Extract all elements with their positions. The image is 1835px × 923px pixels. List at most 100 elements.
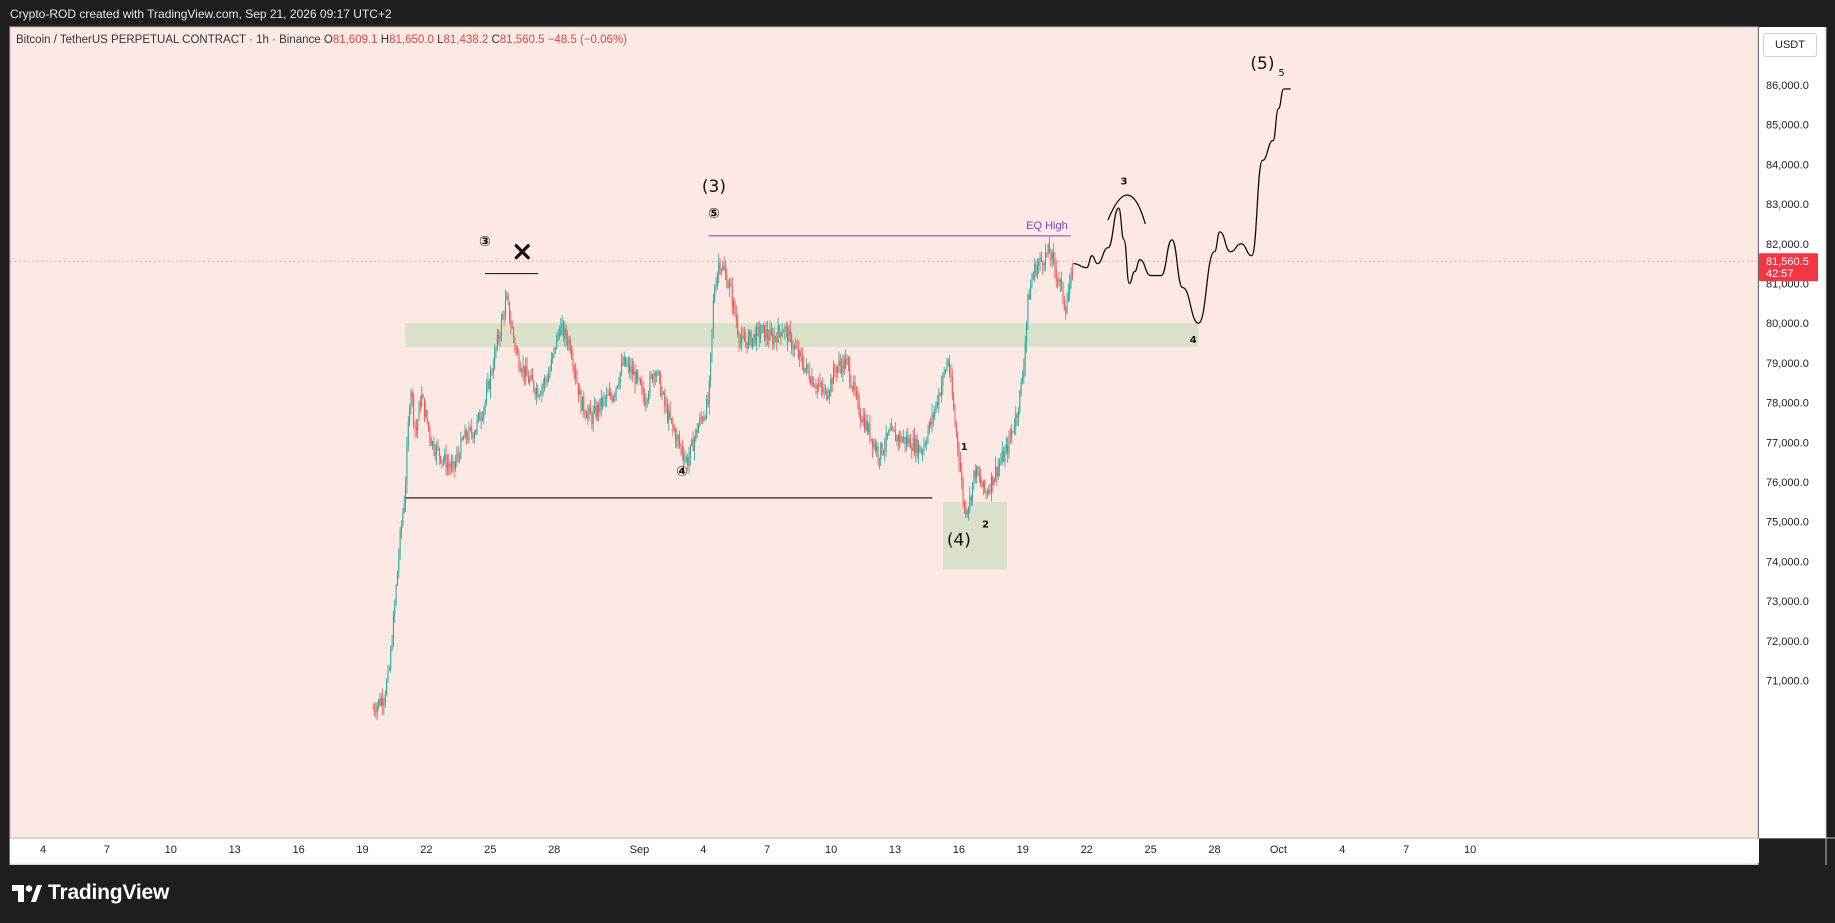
open-label: O (323, 34, 333, 46)
candle-body (942, 374, 944, 386)
candle-body (444, 454, 446, 461)
time-tick-label: 4 (1339, 844, 1345, 856)
price-tick-label: 72,000.0 (1766, 636, 1809, 648)
candle-body (437, 445, 439, 448)
currency-button[interactable]: USDT (1763, 33, 1817, 57)
candle-body (711, 329, 713, 354)
current-price-value: 81,560.5 (1766, 256, 1809, 268)
candle-body (962, 480, 964, 502)
tradingview-brand: TradingView (48, 881, 170, 904)
candle-body (1031, 279, 1033, 286)
projection-path (1073, 88, 1285, 324)
candle-body (992, 475, 994, 485)
candle-body (847, 357, 849, 365)
candle-body (583, 396, 585, 412)
candle-body (841, 365, 843, 374)
candle-body (997, 466, 999, 477)
tradingview-logo[interactable]: TradingView (12, 881, 169, 905)
candle-body (810, 379, 812, 384)
candle-body (722, 266, 724, 270)
time-tick-label: 13 (889, 844, 901, 856)
candle-body (375, 711, 377, 713)
candle-body (943, 371, 945, 375)
candle-body (581, 396, 583, 411)
candle-body (422, 395, 424, 399)
candle-body (835, 371, 837, 373)
candle-body (1059, 279, 1061, 283)
candle-body (460, 438, 462, 459)
candle-body (423, 398, 425, 417)
candle-body (955, 423, 957, 433)
candle-body (421, 395, 423, 406)
candle-body (845, 358, 847, 369)
candle-body (703, 417, 705, 421)
candle-body (1038, 262, 1040, 267)
candle-body (978, 474, 980, 477)
candle-body (758, 327, 760, 338)
price-axis-panel (1759, 27, 1826, 838)
candle-body (556, 335, 558, 350)
candle-body (468, 427, 470, 440)
candle-body (403, 503, 405, 513)
candle-body (928, 422, 930, 432)
candle-body (492, 367, 494, 373)
candle-body (679, 438, 681, 445)
candle-body (572, 357, 574, 367)
candle-body (689, 444, 691, 457)
candle-body (891, 427, 893, 431)
candle-body (1007, 445, 1009, 454)
candle-body (818, 384, 820, 386)
candle-body (834, 367, 836, 372)
candle-body (936, 402, 938, 405)
candle-body (857, 394, 859, 400)
candle-body (490, 371, 492, 389)
time-tick-label: 25 (1144, 844, 1156, 856)
candle-body (565, 328, 567, 339)
high-value: 81,650.0 (389, 34, 434, 46)
candle-body (970, 496, 972, 500)
candle-body (683, 454, 685, 461)
candle-body (1030, 285, 1032, 300)
candle-body (896, 435, 898, 442)
candle-body (901, 439, 903, 442)
candle-body (926, 441, 928, 444)
price-tick-label: 81,000.0 (1766, 279, 1809, 291)
candle-body (426, 410, 428, 422)
candle-body (548, 375, 550, 382)
candle-body (396, 571, 398, 586)
candle-body (787, 327, 789, 343)
candle-body (1051, 252, 1053, 260)
wave-label: 4 (1190, 335, 1197, 346)
time-tick-label: 10 (165, 844, 177, 856)
candle-body (475, 429, 477, 435)
candle-body (1001, 451, 1003, 462)
close-label: C (491, 34, 500, 46)
current-price-tag (1759, 253, 1818, 282)
wave-sublabel: 5 (1278, 68, 1284, 79)
candle-body (1034, 264, 1036, 274)
candle-body (406, 445, 408, 485)
candle-body (797, 348, 799, 358)
candle-body (742, 335, 744, 338)
candle-body (923, 444, 925, 452)
candle-body (411, 392, 413, 397)
candle-body (939, 393, 941, 396)
candle-body (1035, 264, 1037, 276)
candle-body (658, 371, 660, 376)
candle-body (398, 555, 400, 572)
candle-body (700, 417, 702, 419)
candle-body (969, 496, 971, 508)
candle-body (972, 482, 974, 500)
candle-body (591, 414, 593, 425)
candle-body (399, 530, 401, 556)
candle-body (465, 429, 467, 439)
candle-body (553, 347, 555, 354)
candle-body (503, 314, 505, 316)
candle-body (868, 423, 870, 432)
candle-body (560, 325, 562, 336)
candle-body (409, 407, 411, 423)
candle-body (772, 334, 774, 345)
candle-body (648, 393, 650, 400)
candle-body (999, 463, 1001, 467)
